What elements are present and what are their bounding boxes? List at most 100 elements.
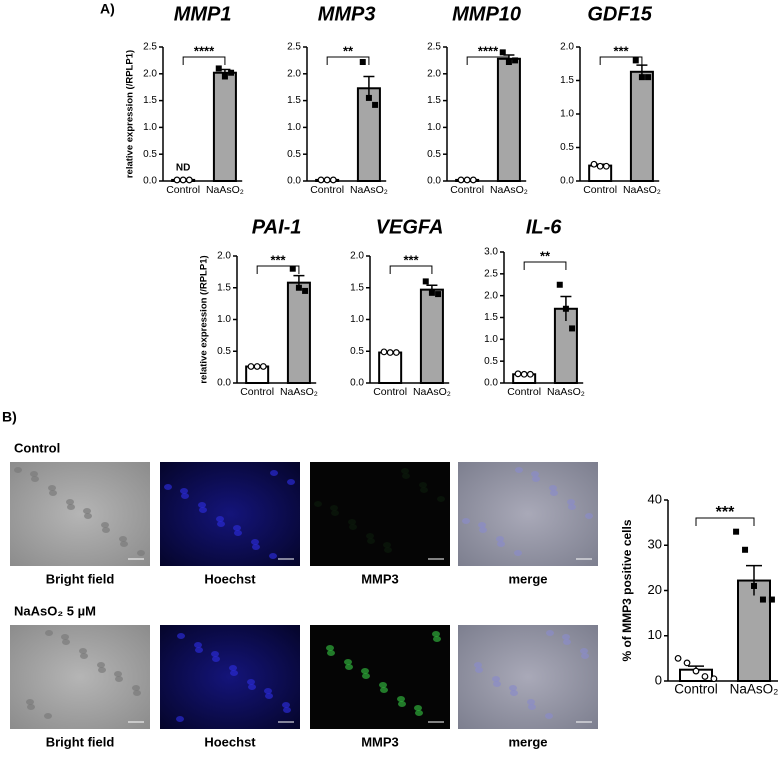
data-point — [228, 69, 235, 76]
significance: *** — [613, 43, 629, 58]
y-tick-label: 2.5 — [287, 42, 301, 53]
data-point — [215, 65, 222, 72]
chart-title: MMP10 — [452, 3, 521, 25]
cell — [562, 634, 570, 640]
cell — [379, 682, 387, 688]
cell — [327, 650, 335, 656]
data-point — [295, 284, 302, 291]
bar-label: ND — [176, 163, 190, 174]
cell — [97, 662, 105, 668]
data-point — [302, 287, 309, 294]
cell — [270, 470, 278, 476]
x-tick-label: NaAsO₂ — [350, 184, 388, 196]
data-point — [638, 74, 645, 81]
y-tick-label: 1.5 — [427, 95, 441, 106]
y-tick-label: 0.5 — [287, 149, 301, 160]
cell — [345, 664, 353, 670]
data-point — [556, 281, 563, 288]
cell — [380, 687, 388, 693]
significance-bracket — [182, 56, 226, 65]
significance-bracket — [466, 56, 510, 65]
cell — [550, 490, 558, 496]
caption: merge — [508, 571, 547, 586]
error-bar — [746, 564, 762, 596]
cell — [45, 630, 53, 636]
cell — [31, 476, 39, 482]
cell — [546, 630, 554, 636]
data-point — [179, 176, 187, 184]
y-tick-label: 1.0 — [217, 314, 231, 325]
y-tick-label: 1.5 — [217, 282, 231, 293]
y-tick-label: 0.0 — [287, 176, 301, 187]
caption: MMP3 — [361, 571, 399, 586]
cell — [419, 482, 427, 488]
cell — [252, 544, 260, 550]
cell — [79, 648, 87, 654]
y-tick-label: 1.0 — [143, 122, 157, 133]
cell — [230, 670, 238, 676]
y-tick-label: 2.0 — [350, 251, 364, 262]
cell — [62, 639, 70, 645]
y-tick-label: 10 — [648, 627, 662, 642]
cell — [496, 536, 504, 542]
cell — [509, 685, 517, 691]
y-tick-label: 2.0 — [143, 68, 157, 79]
bar — [737, 579, 771, 682]
x-tick-label: NaAsO₂ — [206, 184, 244, 196]
y-tick-label: 1.5 — [350, 282, 364, 293]
bar — [419, 288, 444, 384]
data-point — [526, 370, 534, 378]
data-point — [457, 176, 465, 184]
cell — [282, 702, 290, 708]
panel-label: A) — [100, 1, 115, 17]
y-tick-label: 2.5 — [143, 42, 157, 53]
data-point — [562, 305, 569, 312]
micrograph — [310, 625, 450, 729]
data-point — [514, 370, 522, 378]
y-tick-label: 0.0 — [484, 378, 498, 389]
cell — [402, 473, 410, 479]
x-tick-label: NaAsO₂ — [623, 184, 661, 196]
data-point — [380, 348, 388, 356]
cell — [384, 547, 392, 553]
cell — [415, 710, 423, 716]
y-tick-label: 2.0 — [484, 290, 498, 301]
cell — [233, 525, 241, 531]
y-axis-label: relative expression (/RPLP1) — [199, 255, 210, 383]
data-point — [463, 176, 471, 184]
cell — [585, 513, 593, 519]
y-tick-label: 1.5 — [143, 95, 157, 106]
significance-bracket — [389, 265, 433, 274]
chart-title: MMP1 — [174, 3, 232, 25]
cell — [181, 493, 189, 499]
cell — [26, 699, 34, 705]
y-tick-label: 2.0 — [217, 251, 231, 262]
cell — [545, 713, 553, 719]
y-tick-label: 3.0 — [484, 247, 498, 258]
x-tick-label: Control — [166, 184, 200, 196]
bar — [286, 281, 311, 385]
y-tick-label: 2.0 — [287, 68, 301, 79]
y-tick-label: 1.5 — [484, 312, 498, 323]
y-tick-label: 0.0 — [143, 176, 157, 187]
chart-title: MMP3 — [318, 3, 376, 25]
data-point — [645, 74, 652, 81]
significance: *** — [403, 252, 419, 267]
cell — [437, 496, 445, 502]
y-tick-label: 0.0 — [217, 378, 231, 389]
x-tick-label: NaAsO₂ — [413, 386, 451, 398]
cell — [568, 504, 576, 510]
y-tick-label: 0 — [655, 672, 662, 687]
data-point — [386, 349, 394, 356]
cell — [199, 507, 207, 513]
bar — [629, 70, 654, 182]
y-tick-label: 0.0 — [350, 378, 364, 389]
cell — [195, 647, 203, 653]
y-tick-label: 1.0 — [560, 109, 574, 120]
cell — [119, 536, 127, 542]
data-point — [569, 325, 576, 332]
cell — [177, 633, 185, 639]
chart-title: PAI-1 — [252, 216, 302, 238]
cell — [367, 538, 375, 544]
y-axis-label: % of MMP3 positive cells — [620, 519, 634, 661]
